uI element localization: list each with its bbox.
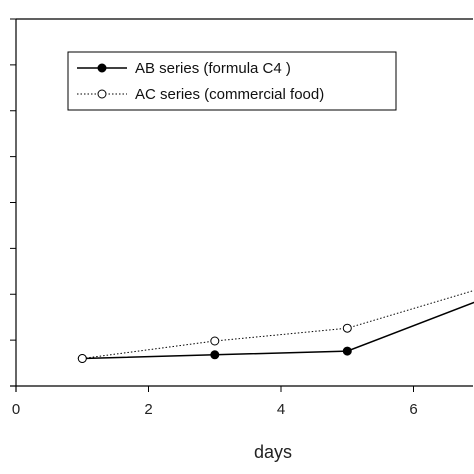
series-layer	[77, 289, 474, 363]
legend-box	[67, 51, 397, 111]
legend-ac-label: AC series (commercial food)	[135, 86, 324, 103]
x-axis-ticks: 02468101214	[12, 386, 418, 418]
data-point	[77, 354, 87, 363]
series-ab	[77, 301, 474, 363]
data-point	[210, 336, 220, 346]
x-axis-title: days	[254, 442, 292, 462]
legend: AB series (formula C4 ) AC series (comme…	[67, 51, 397, 111]
data-point	[342, 323, 352, 333]
x-tick-label: 0	[12, 401, 20, 418]
y-axis-ticks	[10, 18, 16, 387]
legend-ab-marker	[97, 63, 107, 73]
x-tick-label: 4	[277, 401, 285, 418]
data-point	[342, 346, 352, 356]
x-tick-label: 2	[144, 401, 152, 418]
legend-ab-label: AB series (formula C4 )	[135, 60, 291, 77]
data-point	[210, 350, 220, 360]
series-ac	[77, 289, 474, 363]
legend-ac-marker	[97, 89, 107, 99]
x-tick-label: 6	[409, 401, 417, 418]
series-line	[82, 301, 474, 360]
axes	[10, 18, 473, 392]
